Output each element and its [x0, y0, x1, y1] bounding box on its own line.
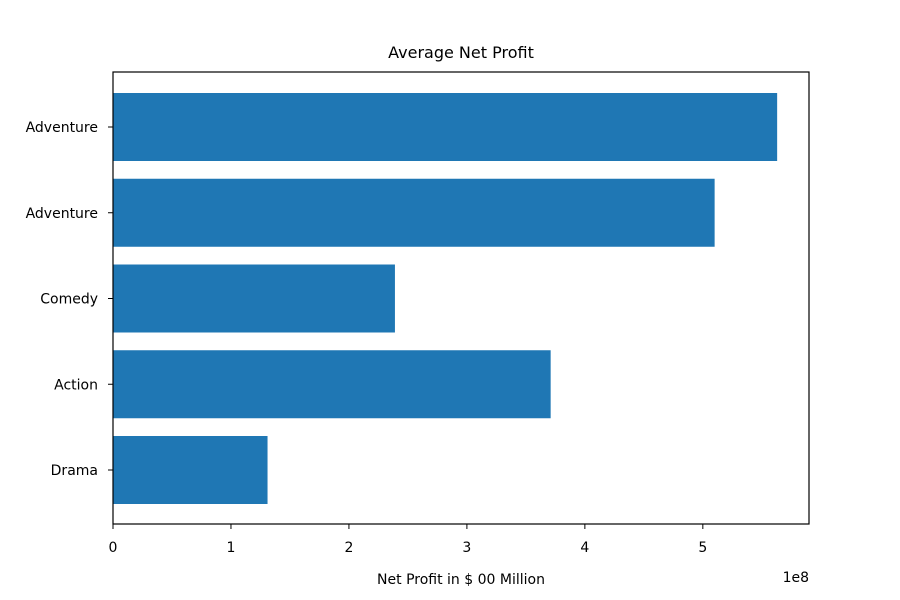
x-tick-label: 2: [344, 540, 353, 556]
bar-3: [113, 264, 395, 333]
y-tick-label: Action: [54, 377, 98, 393]
bar-1: [113, 436, 268, 504]
bar-5: [113, 93, 778, 161]
x-tick-label: 0: [109, 540, 118, 556]
x-tick-label: 3: [462, 540, 471, 556]
y-tick-label: Comedy: [40, 292, 98, 308]
y-tick-label: Adventure: [26, 120, 98, 136]
x-axis-label: Net Profit in $ 00 Million: [377, 572, 545, 588]
chart-title: Average Net Profit: [388, 43, 534, 62]
x-tick-label: 4: [580, 540, 589, 556]
bar-4: [113, 178, 715, 247]
y-axis-ticks: Drama Action Comedy Adventure Adventure: [26, 120, 113, 479]
x-axis-ticks: 0 1 2 3 4 5: [109, 524, 707, 556]
x-tick-label: 1: [227, 540, 236, 556]
y-tick-label: Adventure: [26, 206, 98, 222]
x-tick-label: 5: [698, 540, 707, 556]
bar-2: [113, 350, 551, 419]
x-axis-offset-label: 1e8: [783, 570, 809, 586]
plot-frame: [112, 71, 810, 525]
bars-group: [113, 93, 778, 504]
y-tick-label: Drama: [51, 463, 98, 479]
